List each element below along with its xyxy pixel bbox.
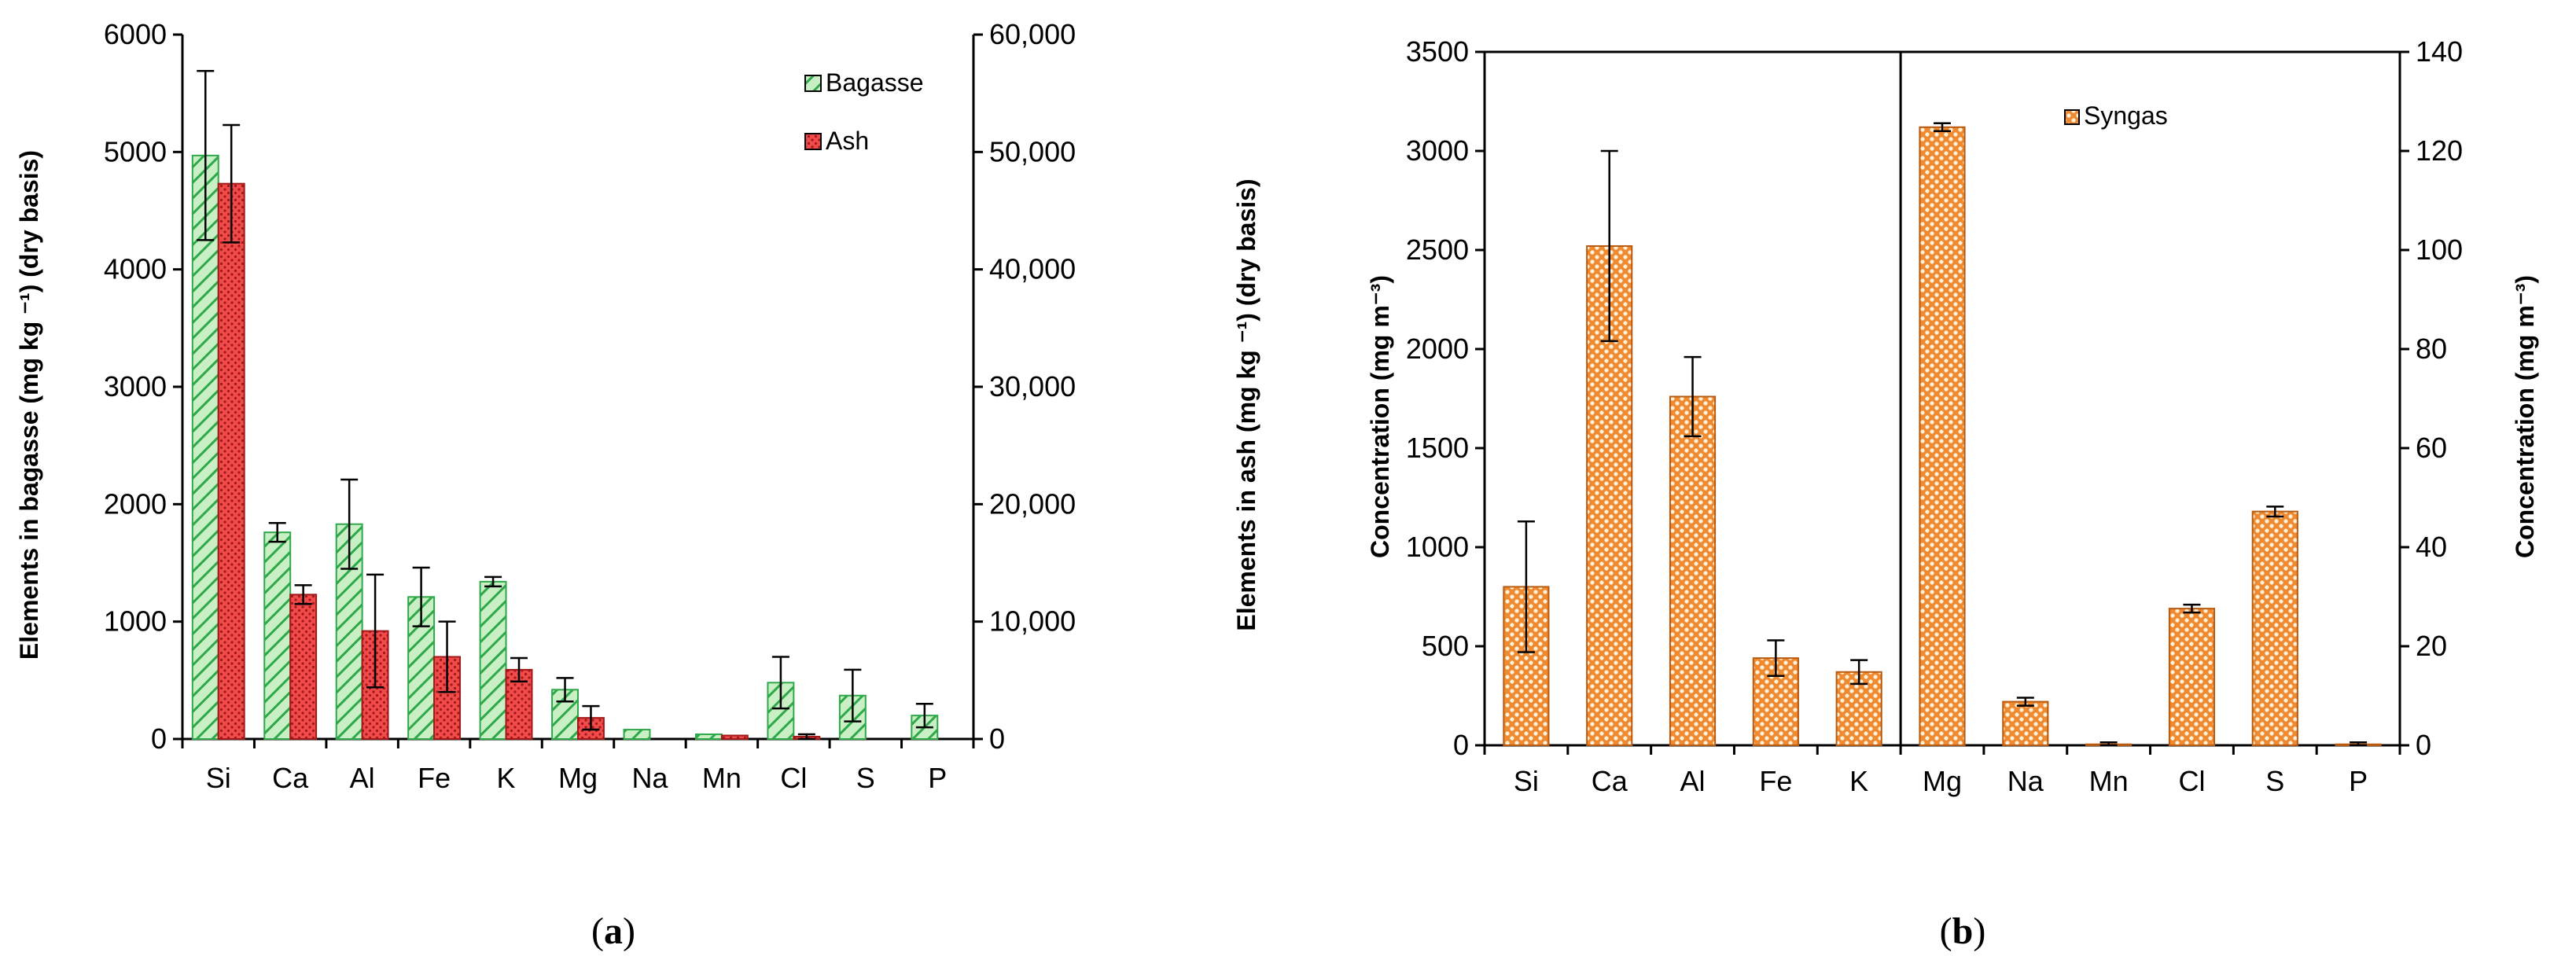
bar-syngas-Al	[1669, 395, 1717, 746]
legend-label-bagasse: Bagasse	[826, 68, 924, 97]
b-category-label: Fe	[1759, 765, 1792, 797]
bar-syngas-S	[2251, 510, 2298, 746]
b-category-label: K	[1849, 765, 1868, 797]
b-ytick-label: 1500	[1406, 432, 1469, 464]
bar-ash-Mn	[720, 734, 749, 741]
b-category-label: Si	[1514, 765, 1539, 797]
b-category-label: S	[2265, 765, 2284, 797]
a-y2tick-label: 0	[989, 722, 1005, 755]
b-y2tick-label: 120	[2416, 134, 2463, 167]
a-category-label: Al	[350, 762, 375, 794]
bar-bagasse-Ca	[263, 531, 292, 740]
bar-bagasse-Si	[191, 154, 219, 740]
chart-a-y-axis-label: Elements in bagasse (mg kg ⁻¹) (dry basi…	[15, 150, 43, 660]
b-y2tick-label: 40	[2416, 531, 2447, 563]
a-category-label: Mg	[558, 762, 598, 794]
bar-ash-Ca	[289, 594, 318, 740]
legend-swatch-ash	[804, 133, 822, 150]
b-ytick-label: 3500	[1406, 35, 1469, 68]
legend-label-ash: Ash	[826, 127, 869, 155]
a-ytick-label: 6000	[104, 18, 167, 50]
chart-a-legend: Bagasse Ash	[804, 68, 924, 155]
bar-bagasse-K	[479, 580, 507, 740]
a-ytick-label: 3000	[104, 370, 167, 403]
a-category-label: Fe	[418, 762, 451, 794]
bar-syngas-Mg	[1919, 126, 1966, 746]
a-ytick-label: 5000	[104, 135, 167, 167]
a-y2tick-label: 50,000	[989, 135, 1076, 167]
panel-label-b: (b)	[1940, 910, 1986, 952]
bar-bagasse-Mn	[694, 734, 723, 741]
b-y2tick-label: 0	[2416, 729, 2431, 761]
a-ytick-label: 0	[151, 722, 167, 755]
chart-a-tick-labels: 0 1000 2000 3000 4000 5000 6000 0 10,000 20,000 30…	[104, 18, 1076, 794]
b-y2tick-label: 20	[2416, 630, 2447, 662]
b-y2tick-label: 60	[2416, 432, 2447, 464]
a-category-label: S	[856, 762, 875, 794]
panel-b-open: (	[1940, 910, 1952, 952]
b-category-label: P	[2349, 765, 2368, 797]
b-y2tick-label: 100	[2416, 233, 2463, 266]
panel-label-a: (a)	[591, 910, 635, 952]
a-category-label: Si	[206, 762, 231, 794]
b-category-label: Cl	[2178, 765, 2205, 797]
b-ytick-label: 2500	[1406, 233, 1469, 266]
a-y2tick-label: 40,000	[989, 253, 1076, 285]
b-category-label: Al	[1680, 765, 1706, 797]
bar-ash-Si	[217, 182, 245, 741]
a-y2tick-label: 20,000	[989, 487, 1076, 520]
bar-syngas-Cl	[2168, 608, 2216, 746]
a-ytick-label: 4000	[104, 253, 167, 285]
chart-b-tick-labels: 0 500 1000 1500 2000 2500 3000 3500 0 20 40 60 80 100…	[1406, 35, 2463, 797]
panel-a-open: (	[591, 910, 604, 952]
bar-bagasse-Na	[623, 729, 651, 741]
a-ytick-label: 2000	[104, 487, 167, 520]
b-ytick-label: 0	[1453, 729, 1469, 761]
a-category-label: Ca	[272, 762, 309, 794]
b-category-label: Na	[2007, 765, 2044, 797]
a-category-label: P	[928, 762, 947, 794]
panel-a-close: )	[623, 910, 635, 952]
chart-a-y2-axis-label: Elements in ash (mg kg ⁻¹) (dry basis)	[1232, 178, 1260, 631]
chart-b: 0 500 1000 1500 2000 2500 3000 3500 0 20 40 60 80 100…	[1366, 35, 2539, 797]
b-category-label: Mn	[2089, 765, 2129, 797]
legend-swatch-bagasse	[804, 75, 822, 92]
b-ytick-label: 500	[1422, 630, 1469, 662]
chart-b-y2-axis-label: Concentration (mg m⁻³)	[2511, 275, 2539, 558]
b-y2tick-label: 140	[2416, 35, 2463, 68]
chart-b-bars	[1503, 122, 2382, 747]
chart-a: 0 1000 2000 3000 4000 5000 6000 0 10,000 20,000 30…	[15, 18, 1260, 794]
bar-syngas-Na	[2002, 700, 2049, 746]
b-ytick-label: 2000	[1406, 333, 1469, 365]
a-category-label: Mn	[702, 762, 742, 794]
panel-b-close: )	[1973, 910, 1985, 952]
chart-b-y-axis-label: Concentration (mg m⁻³)	[1366, 275, 1394, 558]
legend-swatch-syngas	[2064, 109, 2080, 125]
a-y2tick-label: 10,000	[989, 605, 1076, 638]
a-ytick-label: 1000	[104, 605, 167, 638]
b-category-label: Ca	[1592, 765, 1628, 797]
chart-a-bars	[191, 70, 939, 741]
b-ytick-label: 3000	[1406, 134, 1469, 167]
b-category-label: Mg	[1923, 765, 1962, 797]
b-ytick-label: 1000	[1406, 531, 1469, 563]
a-category-label: Na	[631, 762, 668, 794]
panel-a-letter: a	[604, 910, 623, 952]
b-y2tick-label: 80	[2416, 333, 2447, 365]
panel-b-letter: b	[1952, 910, 1974, 952]
legend-label-syngas: Syngas	[2084, 101, 2168, 130]
chart-b-legend: Syngas	[2064, 101, 2168, 130]
a-category-label: K	[497, 762, 516, 794]
a-y2tick-label: 60,000	[989, 18, 1076, 50]
a-category-label: Cl	[780, 762, 807, 794]
a-y2tick-label: 30,000	[989, 370, 1076, 403]
